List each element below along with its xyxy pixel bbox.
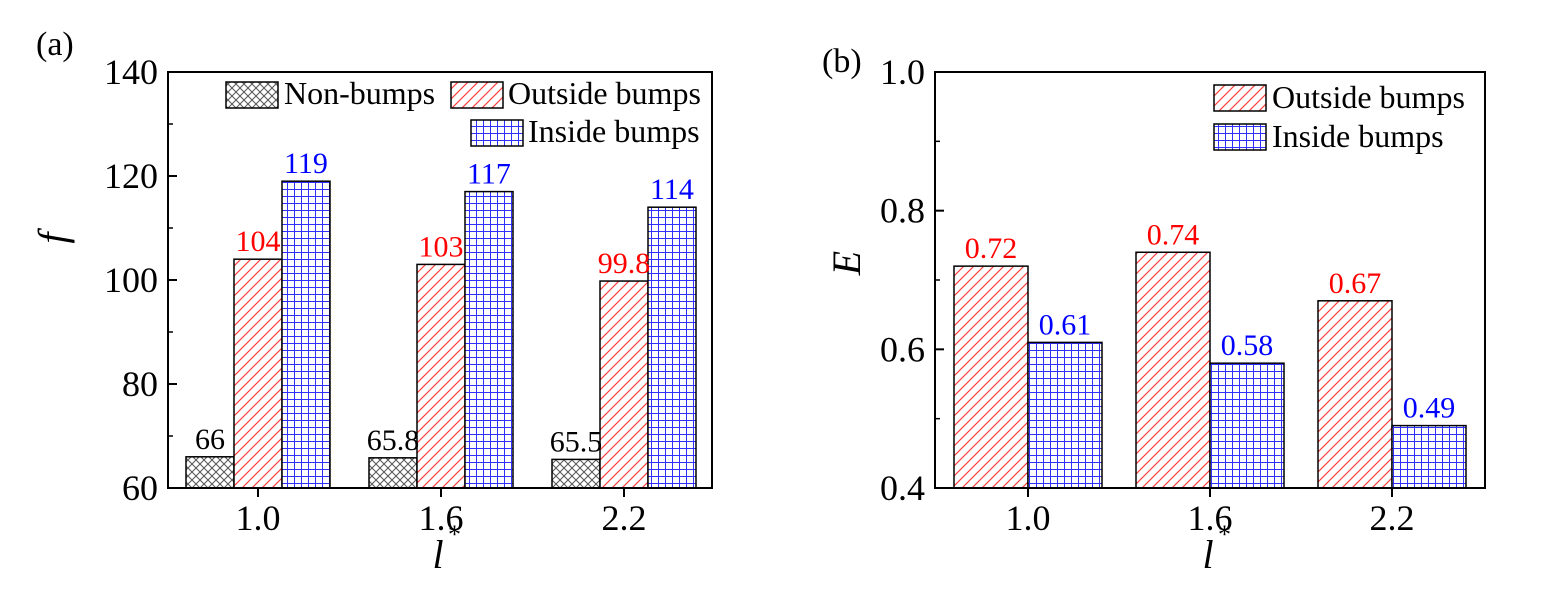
data-label-inside-bumps-2.2: 114 [650,173,694,206]
panel-a-x-axis-title: l [432,532,443,577]
x-tick-label: 1.6 [1188,498,1233,538]
legend-label-inside-bumps: Inside bumps [528,113,700,149]
y-tick-label: 0.4 [880,468,925,508]
data-label-outside-bumps-2.2: 99.8 [598,247,651,280]
panel-b-legend: Outside bumps Inside bumps [1213,79,1465,154]
y-tick-label: 0.8 [880,191,925,231]
panel-a-x-axis-title-sup: * [448,520,461,549]
x-tick-label: 1.6 [419,498,464,538]
y-tick-label: 1.0 [880,52,925,92]
panel-b-data-labels: 0.72 0.74 0.67 0.61 0.58 0.49 [965,218,1456,424]
bar-non-bumps-1.0 [185,456,235,489]
bar-outside-bumps-1.0 [953,265,1029,489]
data-label-outside-bumps-1.0: 0.72 [965,232,1018,265]
panel-b-label: (b) [822,43,862,80]
bar-inside-bumps-1.0 [281,180,331,489]
panel-b-y-ticks: 0.4 0.6 0.8 1.0 [880,52,944,508]
panel-a-y-axis-title: f [30,228,75,244]
panel-b-x-ticks: 1.0 1.6 2.2 [1006,488,1415,538]
bar-inside-bumps-1.6 [464,190,514,489]
legend-swatch-non-bumps [225,81,279,109]
legend-swatch-outside-bumps [450,81,504,109]
y-tick-label: 140 [104,52,158,92]
x-tick-label: 1.0 [1006,498,1051,538]
panel-a-y-ticks: 60 80 100 120 140 [104,52,177,508]
bar-outside-bumps-2.2 [1317,300,1393,489]
legend-label-non-bumps: Non-bumps [284,75,435,111]
panel-b-x-axis-title-sup: * [1218,520,1231,549]
bar-inside-bumps-1.0 [1027,341,1103,489]
bar-inside-bumps-2.2 [1391,424,1467,489]
bar-outside-bumps-1.6 [416,263,466,489]
legend-swatch-inside-bumps-b [1213,123,1267,151]
x-tick-label: 2.2 [1370,498,1415,538]
panel-a-legend: Non-bumps Outside bumps Inside bumps [225,75,701,149]
data-label-outside-bumps-1.0: 104 [236,225,281,258]
panel-a-label: (a) [36,26,74,63]
y-tick-label: 120 [104,156,158,196]
data-label-outside-bumps-2.2: 0.67 [1329,267,1382,300]
panel-b: (b) 0.72 0.74 0.67 0.61 0.58 0.49 0.4 0.6 0.8 1.… [822,43,1486,577]
y-tick-label: 100 [104,260,158,300]
y-tick-label: 0.6 [880,329,925,369]
data-label-non-bumps-2.2: 65.5 [550,425,603,458]
bar-outside-bumps-1.6 [1135,251,1211,489]
legend-label-outside-bumps: Outside bumps [508,75,701,111]
panel-b-bars [953,251,1467,489]
bar-outside-bumps-2.2 [599,280,649,489]
panel-a-x-ticks: 1.0 1.6 2.2 [236,488,647,538]
panel-a-data-labels: 66 65.8 65.5 104 103 99.8 119 117 114 [195,147,694,458]
data-label-inside-bumps-1.6: 117 [467,158,511,191]
data-label-outside-bumps-1.6: 0.74 [1147,218,1200,251]
y-tick-label: 60 [122,468,158,508]
bar-non-bumps-1.6 [368,457,418,489]
data-label-outside-bumps-1.6: 103 [419,230,464,263]
data-label-inside-bumps-1.0: 0.61 [1039,308,1092,341]
bar-inside-bumps-2.2 [647,206,697,489]
data-label-non-bumps-1.0: 66 [195,423,225,456]
legend-label-inside-bumps-b: Inside bumps [1272,118,1444,154]
bar-non-bumps-2.2 [551,458,601,489]
legend-label-outside-bumps-b: Outside bumps [1272,79,1465,115]
data-label-inside-bumps-1.0: 119 [284,147,328,180]
y-tick-label: 80 [122,364,158,404]
legend-swatch-outside-bumps-b [1213,84,1267,112]
panel-b-x-axis-title: l [1202,532,1213,577]
data-label-non-bumps-1.6: 65.8 [367,424,420,457]
panel-a: (a) 66 65.8 65.5 104 103 99.8 119 117 114 60 80 10… [30,26,713,577]
panel-a-bars [185,180,697,489]
panel-b-y-axis-title: E [824,251,869,276]
legend-swatch-inside-bumps [470,119,524,147]
x-tick-label: 2.2 [602,498,647,538]
data-label-inside-bumps-2.2: 0.49 [1403,392,1456,425]
data-label-inside-bumps-1.6: 0.58 [1221,329,1274,362]
x-tick-label: 1.0 [236,498,281,538]
bar-outside-bumps-1.0 [233,258,283,489]
bar-inside-bumps-1.6 [1209,362,1285,489]
